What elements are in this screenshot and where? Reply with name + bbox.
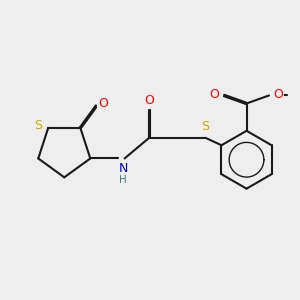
Text: S: S [34, 119, 43, 132]
Text: S: S [201, 119, 209, 133]
Text: O: O [98, 97, 108, 110]
Text: O: O [144, 94, 154, 107]
Text: O: O [274, 88, 284, 101]
Text: H: H [119, 175, 127, 185]
Text: O: O [209, 88, 219, 101]
Text: N: N [118, 162, 128, 175]
